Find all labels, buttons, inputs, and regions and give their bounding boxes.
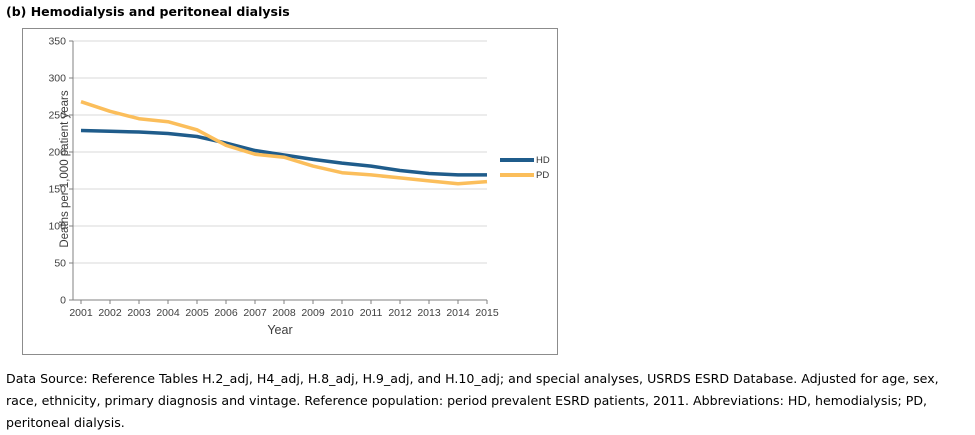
y-tick-label-200: 200 bbox=[48, 147, 66, 159]
x-tick-label-2008: 2008 bbox=[272, 307, 296, 319]
y-axis-label: Deaths per 1,000 patient years bbox=[59, 90, 71, 248]
legend-item-hd: HD bbox=[500, 154, 550, 166]
chart-title: (b) Hemodialysis and peritoneal dialysis bbox=[6, 4, 290, 19]
legend-label-pd: PD bbox=[536, 169, 550, 181]
y-tick-label-250: 250 bbox=[48, 110, 66, 122]
y-tick-label-0: 0 bbox=[60, 295, 66, 307]
x-tick-label-2012: 2012 bbox=[388, 307, 412, 319]
y-tick-label-350: 350 bbox=[48, 36, 66, 48]
x-tick-label-2002: 2002 bbox=[98, 307, 122, 319]
legend-label-hd: HD bbox=[536, 154, 550, 166]
legend: HD PD bbox=[500, 154, 550, 181]
x-tick-label-2004: 2004 bbox=[156, 307, 180, 319]
x-tick-label-2015: 2015 bbox=[475, 307, 499, 319]
pd-line-swatch bbox=[500, 173, 534, 177]
chart-frame: 0 50 100 150 200 250 300 350 2001 2002 2003 2004 200… bbox=[22, 28, 558, 355]
line-chart-canvas: 0 50 100 150 200 250 300 350 2001 2002 2003 2004 200… bbox=[48, 36, 499, 320]
x-tick-label-2013: 2013 bbox=[417, 307, 441, 319]
pd-series-line bbox=[80, 100, 488, 186]
x-tick-label-2005: 2005 bbox=[185, 307, 209, 319]
x-tick-label-2001: 2001 bbox=[69, 307, 93, 319]
y-tick-label-100: 100 bbox=[48, 221, 66, 233]
x-tick-label-2011: 2011 bbox=[360, 307, 383, 319]
x-axis-label: Year bbox=[267, 323, 293, 337]
x-tick-label-2009: 2009 bbox=[301, 307, 325, 319]
hd-line-swatch bbox=[500, 158, 534, 162]
footer-source-note: Data Source: Reference Tables H.2_adj, H… bbox=[6, 371, 939, 430]
x-tick-label-2007: 2007 bbox=[243, 307, 267, 319]
x-tick-label-2010: 2010 bbox=[330, 307, 354, 319]
x-tick-label-2014: 2014 bbox=[446, 307, 470, 319]
x-tick-label-2006: 2006 bbox=[214, 307, 238, 319]
legend-item-pd: PD bbox=[500, 169, 550, 181]
y-tick-label-300: 300 bbox=[48, 73, 66, 85]
y-tick-label-150: 150 bbox=[48, 184, 66, 196]
y-tick-label-50: 50 bbox=[54, 258, 66, 270]
x-tick-label-2003: 2003 bbox=[127, 307, 151, 319]
hd-series-line bbox=[80, 128, 487, 177]
